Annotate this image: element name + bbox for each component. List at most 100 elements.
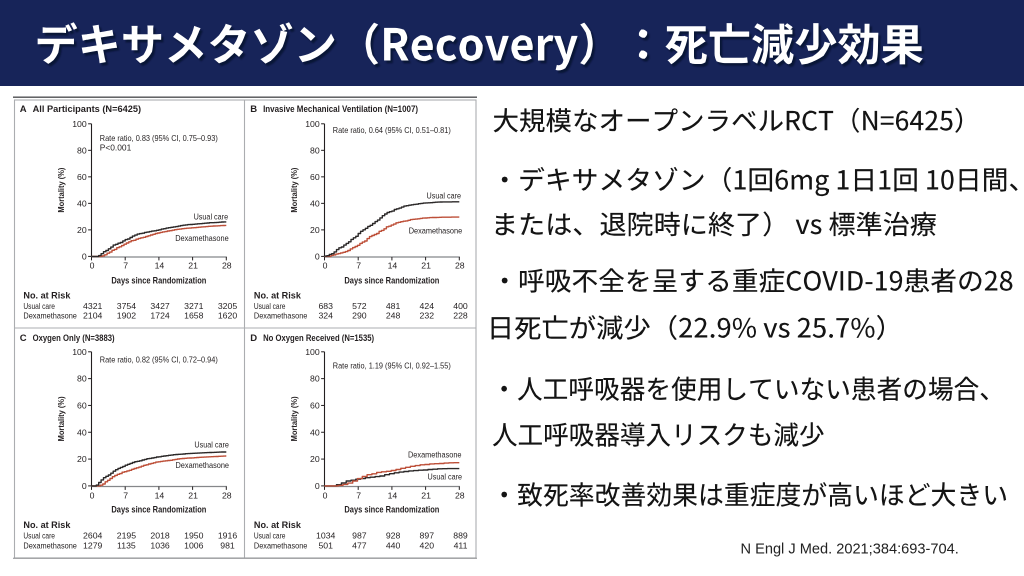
svg-text:No. at Risk: No. at Risk bbox=[254, 291, 301, 301]
svg-text:683: 683 bbox=[318, 301, 333, 311]
svg-text:P<0.001: P<0.001 bbox=[100, 143, 132, 153]
svg-text:100: 100 bbox=[305, 347, 320, 357]
svg-text:28: 28 bbox=[222, 261, 232, 271]
svg-text:28: 28 bbox=[222, 491, 232, 501]
svg-text:60: 60 bbox=[77, 401, 87, 411]
svg-text:3271: 3271 bbox=[184, 301, 203, 311]
svg-text:20: 20 bbox=[310, 225, 320, 235]
svg-text:100: 100 bbox=[72, 347, 87, 357]
svg-text:Dexamethasone: Dexamethasone bbox=[23, 540, 77, 550]
svg-text:B: B bbox=[250, 104, 257, 115]
svg-text:40: 40 bbox=[77, 427, 87, 437]
svg-text:0: 0 bbox=[82, 481, 87, 491]
svg-text:7: 7 bbox=[123, 261, 128, 271]
svg-text:440: 440 bbox=[386, 540, 401, 550]
svg-text:0: 0 bbox=[323, 261, 328, 271]
svg-text:0: 0 bbox=[315, 252, 320, 262]
svg-text:20: 20 bbox=[77, 225, 87, 235]
svg-text:Rate ratio, 0.64 (95% CI, 0.51: Rate ratio, 0.64 (95% CI, 0.51–0.81) bbox=[333, 125, 451, 135]
svg-text:14: 14 bbox=[388, 261, 398, 271]
svg-text:All Participants (N=6425): All Participants (N=6425) bbox=[33, 104, 142, 114]
svg-text:Rate ratio, 0.83 (95% CI, 0.75: Rate ratio, 0.83 (95% CI, 0.75–0.93) bbox=[100, 133, 218, 143]
svg-text:Usual care: Usual care bbox=[194, 440, 229, 450]
svg-text:Dexamethasone: Dexamethasone bbox=[254, 311, 308, 321]
svg-text:0: 0 bbox=[315, 481, 320, 491]
svg-text:Mortality (%): Mortality (%) bbox=[56, 167, 66, 212]
svg-text:Usual care: Usual care bbox=[254, 301, 286, 311]
svg-text:Usual care: Usual care bbox=[23, 301, 55, 311]
svg-text:60: 60 bbox=[310, 401, 320, 411]
svg-text:232: 232 bbox=[420, 311, 435, 321]
svg-text:1658: 1658 bbox=[184, 311, 203, 321]
svg-text:A: A bbox=[20, 104, 27, 115]
svg-text:400: 400 bbox=[453, 301, 468, 311]
svg-text:2604: 2604 bbox=[83, 530, 102, 540]
svg-text:20: 20 bbox=[310, 454, 320, 464]
svg-text:1902: 1902 bbox=[117, 311, 136, 321]
svg-text:40: 40 bbox=[310, 198, 320, 208]
svg-text:501: 501 bbox=[318, 540, 333, 550]
svg-text:7: 7 bbox=[356, 491, 361, 501]
svg-text:3205: 3205 bbox=[218, 301, 237, 311]
svg-text:1006: 1006 bbox=[184, 540, 203, 550]
svg-text:1135: 1135 bbox=[117, 540, 136, 550]
svg-text:40: 40 bbox=[77, 198, 87, 208]
svg-text:411: 411 bbox=[454, 540, 468, 550]
svg-text:Dexamethasone: Dexamethasone bbox=[254, 540, 308, 550]
svg-text:7: 7 bbox=[356, 261, 361, 271]
svg-text:28: 28 bbox=[455, 261, 465, 271]
svg-text:C: C bbox=[20, 333, 27, 344]
svg-text:1950: 1950 bbox=[184, 530, 203, 540]
svg-text:Days since Randomization: Days since Randomization bbox=[111, 276, 206, 286]
svg-text:420: 420 bbox=[420, 540, 435, 550]
svg-text:290: 290 bbox=[352, 311, 367, 321]
svg-text:Usual care: Usual care bbox=[23, 530, 55, 540]
svg-text:2104: 2104 bbox=[83, 311, 102, 321]
svg-text:21: 21 bbox=[188, 261, 198, 271]
svg-text:21: 21 bbox=[188, 491, 198, 501]
svg-text:Dexamethasone: Dexamethasone bbox=[408, 450, 462, 460]
svg-text:572: 572 bbox=[352, 301, 367, 311]
svg-text:477: 477 bbox=[352, 540, 367, 550]
svg-text:3754: 3754 bbox=[117, 301, 136, 311]
svg-text:Rate ratio, 1.19 (95% CI, 0.92: Rate ratio, 1.19 (95% CI, 0.92–1.55) bbox=[333, 361, 451, 371]
svg-text:100: 100 bbox=[305, 119, 320, 129]
svg-text:1620: 1620 bbox=[218, 311, 237, 321]
svg-text:4321: 4321 bbox=[83, 301, 102, 311]
svg-text:1036: 1036 bbox=[150, 540, 169, 550]
svg-text:0: 0 bbox=[90, 261, 95, 271]
svg-text:80: 80 bbox=[77, 374, 87, 384]
svg-text:21: 21 bbox=[421, 491, 431, 501]
svg-text:897: 897 bbox=[420, 530, 435, 540]
svg-text:889: 889 bbox=[453, 530, 468, 540]
svg-text:7: 7 bbox=[123, 491, 128, 501]
svg-text:2018: 2018 bbox=[150, 530, 169, 540]
svg-text:Dexamethasone: Dexamethasone bbox=[409, 226, 463, 236]
svg-text:928: 928 bbox=[386, 530, 401, 540]
svg-text:100: 100 bbox=[72, 119, 87, 129]
svg-text:No Oxygen Received (N=1535): No Oxygen Received (N=1535) bbox=[263, 333, 374, 343]
svg-text:60: 60 bbox=[77, 172, 87, 182]
svg-text:80: 80 bbox=[77, 145, 87, 155]
svg-text:981: 981 bbox=[220, 540, 235, 550]
svg-text:14: 14 bbox=[155, 261, 165, 271]
svg-text:2195: 2195 bbox=[117, 530, 136, 540]
svg-text:1279: 1279 bbox=[83, 540, 102, 550]
svg-text:987: 987 bbox=[352, 530, 367, 540]
svg-text:Mortality (%): Mortality (%) bbox=[56, 396, 66, 441]
svg-text:No. at Risk: No. at Risk bbox=[23, 520, 70, 530]
svg-text:Mortality (%): Mortality (%) bbox=[289, 167, 299, 212]
svg-text:Days since Randomization: Days since Randomization bbox=[344, 504, 439, 514]
svg-text:Oxygen Only (N=3883): Oxygen Only (N=3883) bbox=[33, 333, 115, 343]
svg-text:228: 228 bbox=[453, 311, 468, 321]
svg-text:20: 20 bbox=[77, 454, 87, 464]
svg-text:0: 0 bbox=[82, 252, 87, 262]
svg-text:40: 40 bbox=[310, 427, 320, 437]
svg-text:80: 80 bbox=[310, 374, 320, 384]
svg-text:N Engl J Med. 2021;384:693-704: N Engl J Med. 2021;384:693-704. bbox=[741, 542, 959, 558]
svg-text:80: 80 bbox=[310, 145, 320, 155]
svg-text:Usual care: Usual care bbox=[194, 211, 229, 221]
svg-text:Dexamethasone: Dexamethasone bbox=[175, 233, 229, 243]
svg-text:0: 0 bbox=[323, 491, 328, 501]
svg-text:28: 28 bbox=[455, 491, 465, 501]
